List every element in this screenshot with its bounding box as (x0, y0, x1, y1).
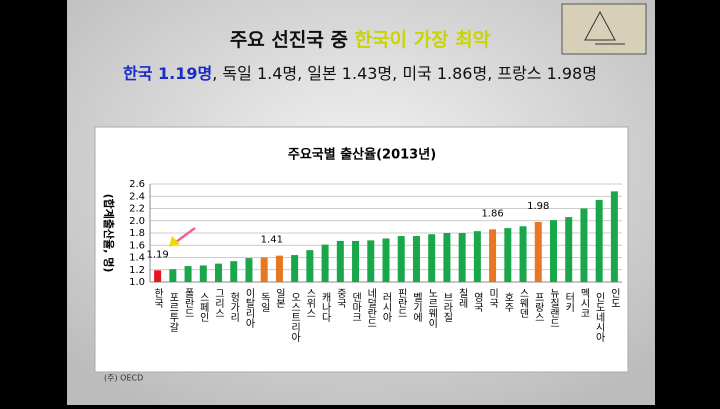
x-tick-label: 인도네시아 (593, 292, 605, 343)
bar (367, 240, 375, 282)
x-tick-label: 그리스 (213, 288, 225, 318)
y-tick-label: 2.6 (129, 179, 145, 190)
subtitle-text: , 독일 1.4명, 일본 1.43명, 미국 1.86명, 프랑스 1.98명 (212, 64, 597, 83)
data-label: 1.98 (527, 201, 549, 212)
x-tick-label: 이탈리아 (243, 288, 255, 329)
logo (561, 3, 647, 55)
y-tick-label: 2.2 (129, 204, 145, 215)
x-tick-label: 오스트리아 (289, 292, 301, 343)
bar (443, 233, 451, 282)
chart-title: 주요국별 출산율(2013년) (288, 147, 436, 163)
title-text: 주요 선진국 중 (230, 29, 355, 51)
data-label: 1.19 (146, 249, 168, 260)
bar (306, 250, 314, 282)
slide-title: 주요 선진국 중 한국이 가장 최악 (230, 29, 491, 51)
x-tick-label: 캐나다 (319, 292, 331, 323)
y-tick-label: 1.8 (129, 228, 145, 239)
x-tick-label: 프랑스 (532, 292, 544, 322)
bar (489, 229, 497, 282)
logo-icon (584, 10, 625, 45)
title-highlight: 한국이 가장 최악 (355, 29, 491, 51)
x-tick-label: 헝가리 (228, 292, 240, 323)
bar (519, 226, 527, 282)
x-tick-label: 칠레 (456, 288, 468, 309)
x-tick-label: 브라질 (441, 292, 453, 322)
y-tick-label: 1.4 (129, 253, 145, 264)
x-tick-label: 포르투갈 (167, 292, 179, 332)
footnote: (주) OECD (104, 374, 143, 383)
x-tick-label: 네덜란드 (365, 288, 377, 328)
x-tick-label: 폴란드 (182, 288, 194, 318)
x-tick-label: 노르웨이 (426, 288, 438, 329)
bar (458, 233, 466, 282)
bar (260, 257, 268, 282)
x-tick-label: 벨기에 (410, 292, 422, 323)
x-tick-label: 스웨덴 (517, 288, 529, 318)
arrow-head (169, 236, 180, 247)
y-axis-label: (합계출산율, 명) (102, 194, 116, 273)
x-tick-label: 핀란드 (395, 288, 407, 318)
x-tick-label: 멕시코 (578, 288, 590, 318)
x-tick-label: 미국 (487, 288, 499, 309)
chart-frame (94, 126, 629, 373)
x-tick-label: 한국 (152, 288, 164, 309)
x-tick-label: 호주 (502, 292, 514, 313)
bar (412, 236, 420, 282)
bar (595, 199, 603, 282)
bar (428, 234, 436, 282)
bar (321, 244, 329, 282)
subtitle-highlight: 한국 1.19명 (123, 64, 212, 83)
bar (154, 270, 162, 282)
x-tick-label: 스페인 (197, 292, 209, 322)
bar (382, 238, 390, 282)
x-tick-label: 영국 (471, 292, 483, 313)
y-tick-label: 2.0 (129, 216, 145, 227)
y-tick-label: 2.4 (129, 191, 145, 202)
bar (549, 220, 557, 282)
x-tick-label: 인도 (608, 288, 620, 308)
bar (473, 231, 481, 282)
bar (199, 265, 207, 282)
x-tick-label: 덴마크 (350, 292, 362, 322)
slide-subtitle: 한국 1.19명, 독일 1.4명, 일본 1.43명, 미국 1.86명, 프… (123, 64, 597, 83)
y-tick-label: 1.0 (129, 277, 145, 288)
bar (184, 266, 192, 282)
x-tick-label: 일본 (273, 288, 285, 308)
annotation: 1.41 (261, 235, 283, 246)
x-tick-label: 뉴질랜드 (547, 288, 559, 328)
x-tick-label: 독일 (258, 292, 270, 312)
bar (275, 255, 283, 282)
bar (610, 191, 618, 282)
bar (245, 258, 253, 282)
arrow (175, 226, 196, 244)
y-tick-label: 1.6 (129, 240, 145, 251)
bar (215, 263, 223, 282)
bar (580, 208, 588, 282)
bar (169, 269, 177, 282)
bar (565, 217, 573, 282)
bar (504, 228, 512, 282)
x-tick-label: 중국 (334, 288, 346, 309)
bar (291, 255, 299, 282)
bar (397, 236, 405, 282)
y-tick-label: 1.2 (129, 265, 145, 276)
bar (230, 261, 238, 282)
data-label: 1.86 (481, 208, 503, 219)
plot: 1.01.21.4 1.61.82.02.2 2.42.6 한국 1.19 포르투갈 폴란드… (129, 179, 622, 343)
bar (352, 240, 360, 282)
x-tick-label: 터키 (563, 292, 575, 313)
x-tick-label: 스위스 (304, 288, 316, 318)
bar (534, 221, 542, 282)
bar (336, 240, 344, 282)
x-tick-label: 러시아 (380, 292, 392, 323)
